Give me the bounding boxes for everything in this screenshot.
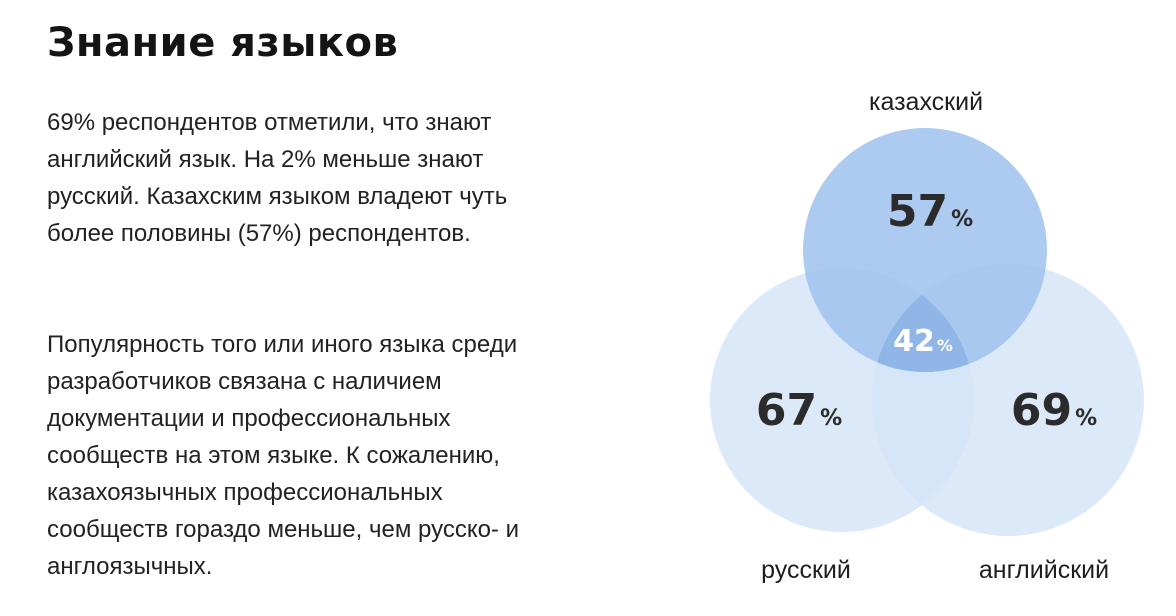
value-kazakh: 57% [887,186,973,237]
label-english: английский [979,556,1109,584]
value-russian: 67% [756,385,842,436]
center-intersection [872,268,974,372]
explanation-paragraph: Популярность того или иного языка среди … [47,331,519,580]
label-kazakh: казахский [869,88,983,116]
page-title: Знание языков [47,20,399,66]
summary-paragraph: 69% респондентов отметили, что знают анг… [47,109,508,247]
value-english: 69% [1011,385,1097,436]
label-russian: русский [761,556,851,584]
value-intersection: 42% [893,324,953,359]
